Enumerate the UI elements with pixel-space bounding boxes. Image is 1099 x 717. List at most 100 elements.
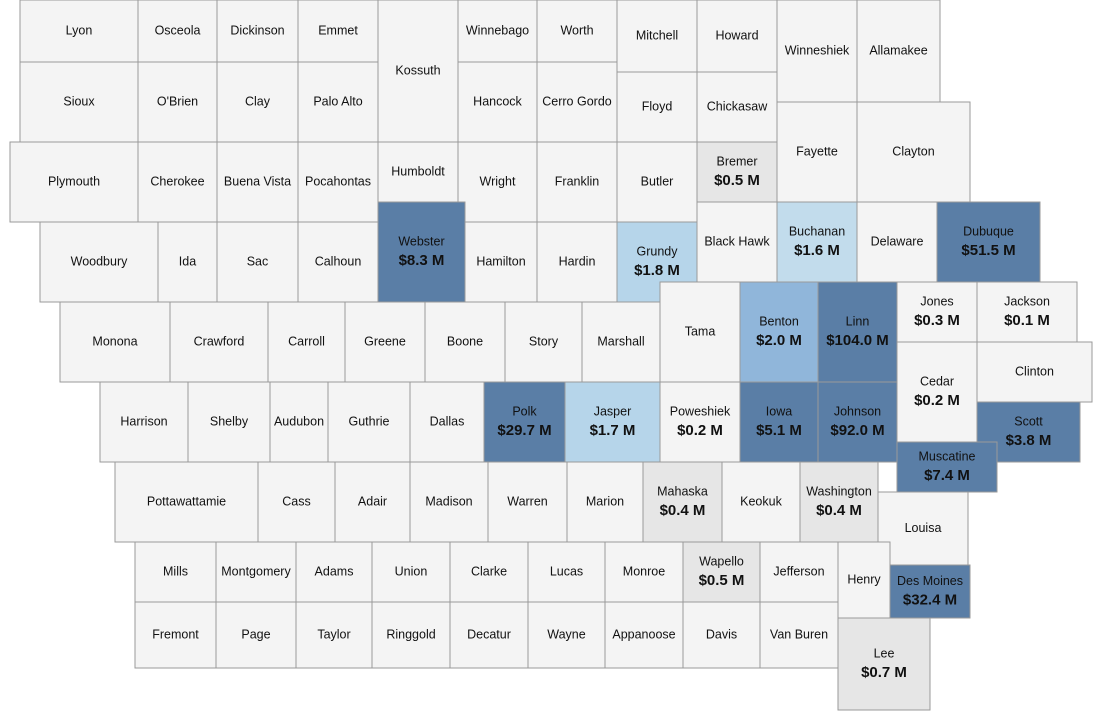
county-value: $8.3 M [399, 252, 445, 269]
county [856, 201, 938, 283]
county-name: Adams [315, 564, 354, 578]
county [776, 0, 858, 103]
county-value: $1.8 M [634, 262, 680, 279]
county-name: Dallas [430, 414, 465, 428]
county-name: Pottawattamie [147, 494, 226, 508]
county-name: Montgomery [221, 564, 291, 578]
county [696, 141, 778, 203]
county-name: Webster [398, 234, 444, 248]
county [457, 0, 538, 63]
county-name: Wayne [547, 627, 585, 641]
county-value: $0.5 M [714, 172, 760, 189]
county-name: Decatur [467, 627, 511, 641]
county-name: Franklin [555, 174, 600, 188]
county [215, 601, 297, 669]
county [659, 281, 741, 383]
county [536, 0, 618, 63]
county-name: Clay [245, 94, 271, 108]
county [739, 281, 819, 383]
county [59, 301, 171, 383]
county-name: Jones [920, 294, 953, 308]
county [566, 461, 644, 543]
county [682, 601, 761, 669]
county [371, 601, 451, 669]
county-name: Warren [507, 494, 548, 508]
county-value: $2.0 M [756, 332, 802, 349]
county [877, 491, 969, 566]
county [682, 541, 761, 603]
county-name: Monroe [623, 564, 665, 578]
county-name: Des Moines [897, 574, 963, 588]
county [616, 0, 698, 73]
county-value: $0.3 M [914, 312, 960, 329]
county-name: Worth [560, 23, 593, 37]
county-name: Grundy [637, 244, 679, 258]
county [696, 71, 778, 143]
county [134, 601, 217, 669]
county-name: Bremer [717, 154, 758, 168]
county-name: Hardin [559, 254, 596, 268]
county-name: Hancock [473, 94, 522, 108]
county-name: Butler [641, 174, 674, 188]
county [269, 381, 329, 463]
county-name: Mitchell [636, 28, 678, 42]
county [936, 201, 1041, 283]
county [99, 381, 189, 463]
county-name: Van Buren [770, 627, 828, 641]
county-name: Shelby [210, 414, 249, 428]
county-value: $3.8 M [1006, 432, 1052, 449]
county-name: Fremont [152, 627, 199, 641]
county [344, 301, 426, 383]
county-name: Keokuk [740, 494, 782, 508]
county-name: Benton [759, 314, 799, 328]
county [169, 301, 269, 383]
county-name: Clinton [1015, 364, 1054, 378]
county-name: Osceola [155, 23, 201, 37]
county-name: Polk [512, 404, 537, 418]
county-name: Ida [179, 254, 196, 268]
county [536, 221, 618, 303]
county [536, 61, 618, 143]
county [527, 601, 606, 669]
county [896, 441, 998, 493]
county [976, 341, 1093, 403]
county [295, 601, 373, 669]
county [536, 141, 618, 223]
county-name: Pocahontas [305, 174, 371, 188]
county-name: Wright [480, 174, 516, 188]
county-name: Cedar [920, 374, 954, 388]
county [377, 141, 459, 203]
county [799, 461, 879, 543]
county-value: $29.7 M [497, 422, 551, 439]
county-value: $0.2 M [677, 422, 723, 439]
county-name: Page [241, 627, 270, 641]
county-value: $1.6 M [794, 242, 840, 259]
county [837, 617, 931, 711]
county-name: Marshall [597, 334, 644, 348]
county [581, 301, 661, 383]
county-name: Clayton [892, 144, 934, 158]
county-name: Fayette [796, 144, 838, 158]
county [976, 281, 1078, 343]
county [487, 461, 568, 543]
county-name: Clarke [471, 564, 507, 578]
county [39, 221, 159, 303]
county-name: Crawford [194, 334, 245, 348]
county-name: Hamilton [476, 254, 525, 268]
county-name: Ringgold [386, 627, 435, 641]
county-value: $0.1 M [1004, 312, 1050, 329]
county-name: Story [529, 334, 559, 348]
county-name: Sac [247, 254, 269, 268]
county-name: Lucas [550, 564, 583, 578]
county-name: Taylor [317, 627, 350, 641]
county [616, 141, 698, 223]
county-name: Winneshiek [785, 43, 850, 57]
county [424, 301, 506, 383]
county [297, 61, 379, 143]
county-value: $0.5 M [699, 572, 745, 589]
county [157, 221, 218, 303]
county-name: Wapello [699, 554, 744, 568]
county [187, 381, 271, 463]
county-name: Tama [685, 324, 716, 338]
